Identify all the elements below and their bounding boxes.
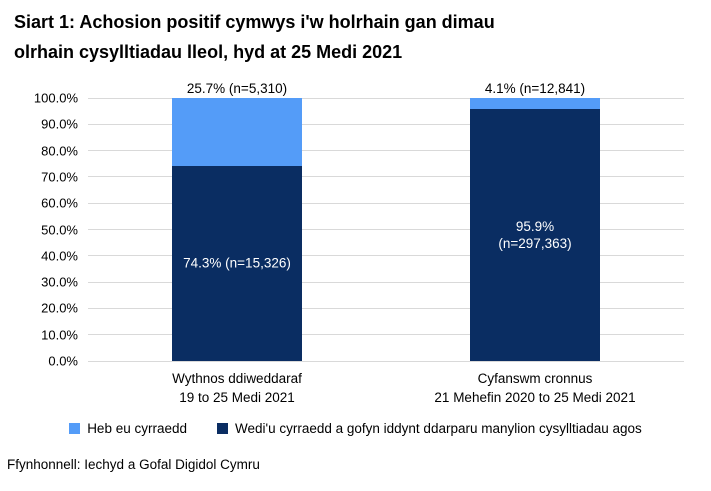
gridline: [88, 123, 684, 125]
bar-segment-heb-eu-cyrraedd: [470, 98, 600, 109]
legend-label: Wedi'u cyrraedd a gofyn iddynt ddarparu …: [235, 421, 642, 436]
legend-swatch: [69, 423, 81, 434]
chart-title-line-2: olrhain cysylltiadau lleol, hyd at 25 Me…: [14, 42, 403, 62]
y-axis-tick-label: 20.0%: [41, 300, 78, 316]
legend-swatch: [217, 423, 228, 434]
bar-column: 95.9% (n=297,363): [470, 98, 600, 361]
chart-title-line-1: Siart 1: Achosion positif cymwys i'w hol…: [14, 12, 495, 32]
gridline: [88, 176, 684, 178]
legend-item: Heb eu cyrraedd: [69, 421, 187, 436]
plot-area: 100.0% 90.0% 80.0% 70.0% 60.0% 50.0% 40.0% 30.0…: [34, 81, 684, 405]
bar-column: 74.3% (n=15,326): [172, 98, 302, 361]
gridline: [88, 281, 684, 283]
y-axis-tick-label: 10.0%: [41, 327, 78, 343]
gridline: [88, 307, 684, 309]
bar-inside-label: 95.9% (n=297,363): [498, 218, 572, 251]
bar-top-label: 25.7% (n=5,310): [186, 81, 288, 96]
y-axis-tick-label: 50.0%: [41, 222, 78, 237]
y-axis-tick-label: 60.0%: [41, 195, 78, 211]
y-axis-tick-label: 80.0%: [41, 143, 78, 159]
bar-segment-wedi-u-cyrraedd: 74.3% (n=15,326): [172, 165, 302, 361]
legend-item: Wedi'u cyrraedd a gofyn iddynt ddarparu …: [217, 421, 642, 436]
gridline: [88, 334, 684, 336]
legend: Heb eu cyrraedd Wedi'u cyrraedd a gofyn i…: [0, 421, 711, 436]
y-axis-tick-label: 40.0%: [41, 248, 78, 264]
legend-label: Heb eu cyrraedd: [87, 421, 187, 436]
bar-inside-label: 74.3% (n=15,326): [183, 255, 291, 271]
gridline: [88, 150, 684, 152]
bar-segment-wedi-u-cyrraedd: 95.9% (n=297,363): [470, 108, 600, 361]
y-axis-tick-label: 0.0%: [48, 353, 78, 369]
y-axis-tick-label: 70.0%: [41, 169, 78, 185]
y-axis-tick-label: 30.0%: [41, 274, 78, 290]
gridline: [88, 255, 684, 257]
gridline: [88, 202, 684, 204]
gridline: [88, 360, 684, 362]
y-axis-tick-label: 100.0%: [33, 90, 78, 106]
x-axis-category-label: Wythnos ddiweddaraf 19 to 25 Medi 2021: [172, 371, 302, 405]
source-note: Ffynhonnell: Iechyd a Gofal Digidol Cymr…: [7, 457, 260, 472]
chart-title: Siart 1: Achosion positif cymwys i'w hol…: [14, 7, 495, 67]
bar-segment-heb-eu-cyrraedd: [172, 98, 302, 166]
bar-top-label: 4.1% (n=12,841): [484, 81, 586, 96]
x-axis-category-label: Cyfanswm cronnus 21 Mehefin 2020 to 25 M…: [434, 371, 636, 405]
gridline: [88, 229, 684, 230]
gridline: [88, 97, 684, 99]
y-axis-tick-label: 90.0%: [41, 116, 78, 132]
